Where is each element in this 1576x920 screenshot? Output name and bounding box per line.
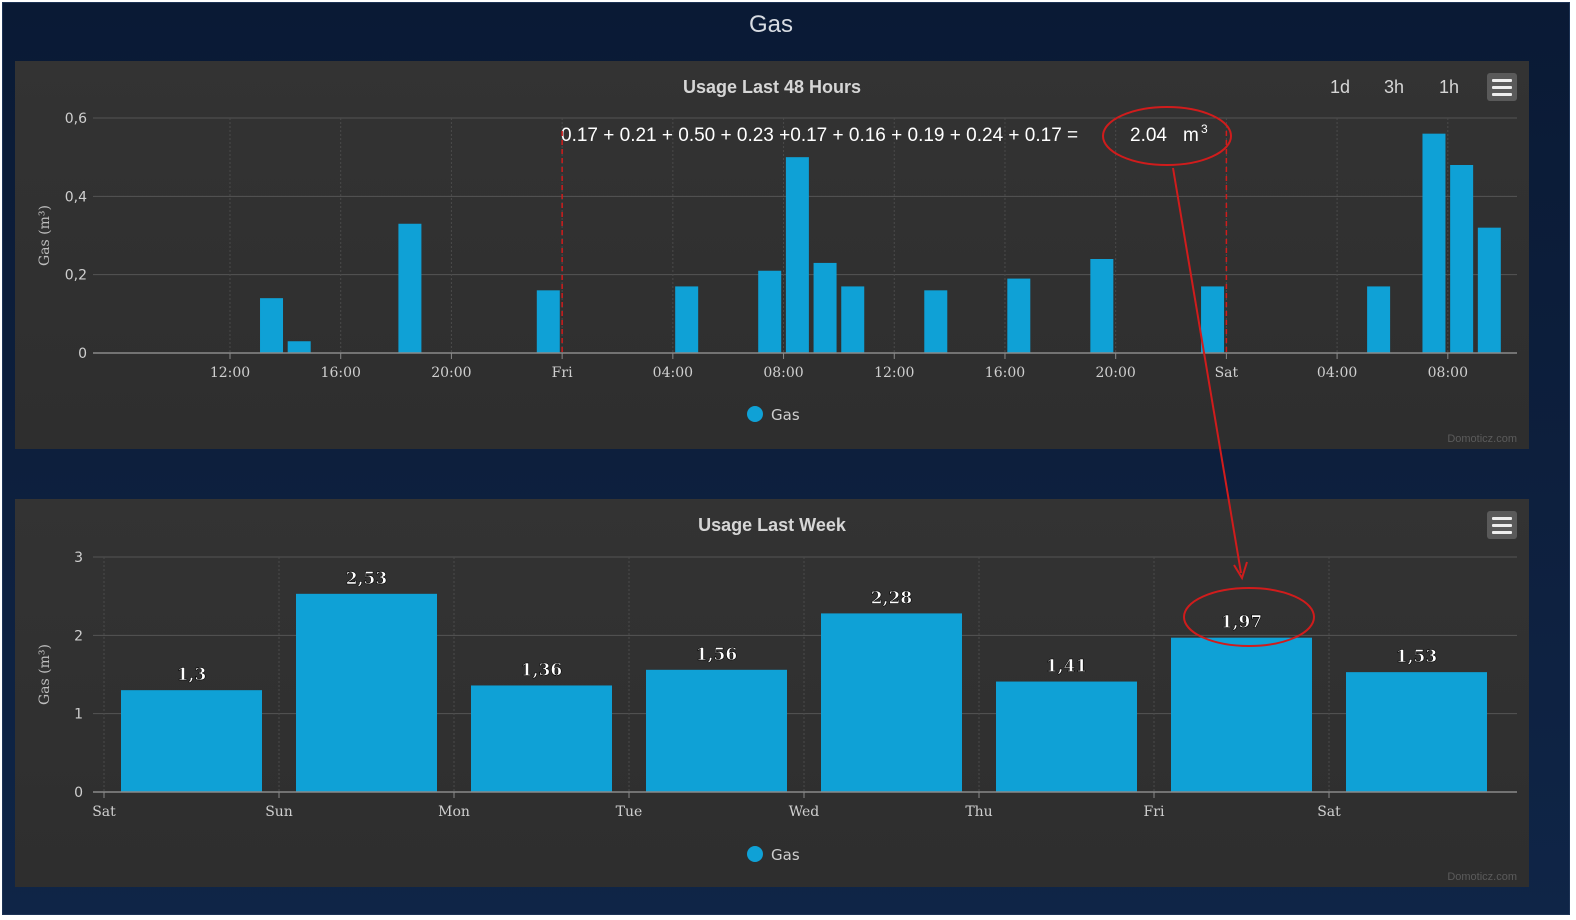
chart-title: Usage Last 48 Hours — [682, 77, 862, 97]
bar — [260, 298, 284, 353]
x-tick-label: Wed — [789, 804, 820, 820]
bar — [675, 286, 699, 353]
chart-48-hours: 0 0,2 0,4 0,6 12:00 16:00 20:00 Fri 04:00 08:00 12… — [37, 111, 1517, 424]
x-tick-label: Sat — [1215, 365, 1239, 381]
data-label: 1,36 — [521, 660, 562, 680]
y-tick-label: 2 — [74, 628, 83, 644]
x-tick-label: 16:00 — [985, 365, 1025, 381]
bar — [996, 681, 1137, 792]
bar — [296, 593, 437, 792]
chart-panel-48-hours: 0 0,2 0,4 0,6 12:00 16:00 20:00 Fri 04:00 08:00 12… — [15, 61, 1529, 449]
x-tick-label: 08:00 — [763, 365, 803, 381]
y-axis-label: Gas (m³) — [37, 205, 53, 266]
bar — [646, 669, 787, 792]
hamburger-menu-icon[interactable] — [1487, 73, 1517, 101]
annotation-total: 2.04 — [1130, 125, 1167, 146]
bar — [1090, 259, 1114, 353]
bar — [1346, 672, 1487, 792]
data-label: 1,53 — [1396, 647, 1437, 667]
y-tick-label: 0,2 — [65, 268, 87, 284]
x-tick-label: Fri — [1144, 804, 1165, 820]
x-tick-label: Sat — [1317, 804, 1341, 820]
x-tick-label: 16:00 — [321, 365, 361, 381]
data-label: 1,97 — [1221, 613, 1262, 633]
page-title: Gas — [748, 11, 793, 38]
bar — [785, 157, 809, 353]
x-tick-label: 12:00 — [210, 365, 250, 381]
data-label: 2,28 — [871, 588, 912, 608]
data-label: 1,41 — [1046, 657, 1087, 677]
legend-label: Gas — [771, 846, 800, 864]
bar — [841, 286, 865, 353]
bar — [1201, 286, 1225, 353]
y-tick-label: 1 — [74, 707, 83, 723]
bar — [1477, 227, 1501, 353]
annotation-unit-sup: 3 — [1201, 122, 1208, 136]
data-label: 2,53 — [346, 569, 387, 589]
bar — [287, 341, 311, 353]
chart-title: Usage Last Week — [698, 515, 846, 535]
x-tick-label: 20:00 — [431, 365, 471, 381]
bar — [924, 290, 948, 353]
y-axis-label: Gas (m³) — [37, 644, 53, 705]
x-tick-label: Fri — [552, 365, 573, 381]
range-button-1h[interactable]: 1h — [1439, 77, 1460, 97]
y-tick-label: 0,4 — [65, 189, 87, 205]
legend-marker — [747, 406, 763, 422]
chart-panel-week: 0 1 2 3 Sat Sun Mon Tue Wed Thu Fri Sat 1,3 2,53 1,36 1… — [15, 499, 1529, 887]
range-button-3h[interactable]: 3h — [1384, 77, 1405, 97]
bar — [821, 613, 962, 792]
bar — [1450, 165, 1474, 353]
x-tick-label: Mon — [438, 804, 470, 820]
y-tick-label: 0,6 — [65, 111, 87, 127]
annotation-unit: m — [1183, 125, 1199, 146]
y-tick-label: 0 — [74, 785, 83, 801]
bar — [536, 290, 560, 353]
hamburger-menu-icon[interactable] — [1487, 511, 1517, 539]
x-tick-label: Sat — [92, 804, 116, 820]
y-tick-label: 0 — [78, 346, 87, 362]
x-tick-label: 04:00 — [1317, 365, 1357, 381]
bar — [398, 223, 422, 353]
bar — [1007, 278, 1031, 353]
bar — [471, 685, 612, 792]
legend-marker — [747, 846, 763, 862]
legend-label: Gas — [771, 406, 800, 424]
credit-link[interactable]: Domoticz.com — [1447, 433, 1517, 445]
x-tick-label: 20:00 — [1095, 365, 1135, 381]
bar — [121, 690, 262, 792]
x-tick-label: Tue — [616, 804, 643, 820]
data-label: 1,56 — [696, 645, 737, 665]
x-tick-label: 12:00 — [874, 365, 914, 381]
range-button-1d[interactable]: 1d — [1330, 77, 1351, 97]
x-tick-label: Sun — [265, 804, 293, 820]
bar — [813, 262, 837, 353]
y-tick-label: 3 — [74, 550, 83, 566]
bar — [758, 270, 782, 353]
x-tick-label: 08:00 — [1428, 365, 1468, 381]
bar — [1367, 286, 1391, 353]
data-label: 1,3 — [177, 665, 207, 685]
credit-link[interactable]: Domoticz.com — [1447, 871, 1517, 883]
annotation-formula: 0.17 + 0.21 + 0.50 + 0.23 +0.17 + 0.16 +… — [561, 125, 1078, 146]
bar — [1171, 637, 1312, 792]
bar — [1422, 133, 1446, 353]
chart-week: 0 1 2 3 Sat Sun Mon Tue Wed Thu Fri Sat 1,3 2,53 1,36 1… — [37, 550, 1517, 864]
x-tick-label: 04:00 — [653, 365, 693, 381]
x-tick-label: Thu — [965, 804, 992, 820]
